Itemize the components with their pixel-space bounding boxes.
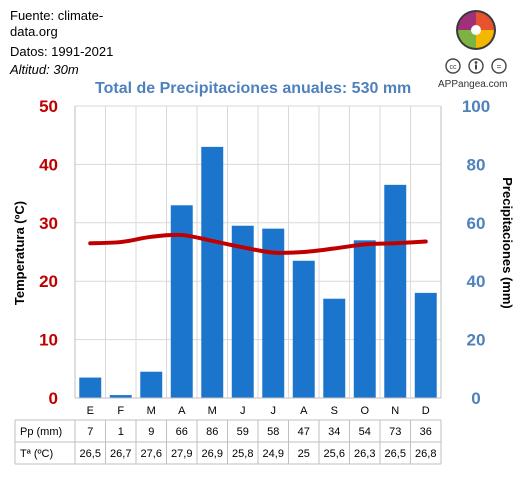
right-tick-label: 0 xyxy=(471,389,480,408)
table-cell: 58 xyxy=(267,426,279,438)
left-tick-label: 0 xyxy=(49,389,58,408)
table-cell: 86 xyxy=(206,426,218,438)
table-cell: 34 xyxy=(328,426,340,438)
right-tick-label: 40 xyxy=(467,272,486,291)
left-tick-label: 50 xyxy=(39,97,58,116)
month-label: J xyxy=(240,405,246,417)
table-cell: 25 xyxy=(298,448,310,460)
month-label: A xyxy=(300,405,308,417)
month-label: E xyxy=(87,405,94,417)
table-cell: 25,6 xyxy=(324,448,345,460)
table-cell: 26,9 xyxy=(202,448,223,460)
precip-bar xyxy=(384,184,407,398)
table-cell: 26,3 xyxy=(354,448,375,460)
table-cell: 7 xyxy=(87,426,93,438)
precip-bar xyxy=(353,240,376,398)
brand-label: APPangea.com xyxy=(438,79,508,90)
month-label: O xyxy=(360,405,369,417)
table-cell: 73 xyxy=(389,426,401,438)
month-label: N xyxy=(391,405,399,417)
month-label: F xyxy=(117,405,124,417)
precip-bar xyxy=(292,260,315,398)
left-tick-label: 10 xyxy=(39,331,58,350)
table-cell: 26,5 xyxy=(385,448,406,460)
month-label: M xyxy=(147,405,156,417)
altitude-label: Altitud: 30m xyxy=(10,62,79,77)
precip-bar xyxy=(262,228,285,398)
table-cell: 24,9 xyxy=(263,448,284,460)
left-tick-label: 40 xyxy=(39,155,58,174)
svg-text:cc: cc xyxy=(450,64,458,71)
table-cell: 9 xyxy=(148,426,154,438)
table-row-label: Tª (ºC) xyxy=(20,448,53,460)
data-period-label: Datos: 1991-2021 xyxy=(10,44,114,59)
precip-bar xyxy=(109,395,132,398)
table-cell: 27,6 xyxy=(141,448,162,460)
table-cell: 25,8 xyxy=(232,448,253,460)
table-cell: 1 xyxy=(118,426,124,438)
table-cell: 36 xyxy=(420,426,432,438)
month-label: J xyxy=(271,405,277,417)
table-cell: 26,8 xyxy=(415,448,436,460)
right-tick-label: 100 xyxy=(462,97,490,116)
precip-bar xyxy=(231,225,254,398)
table-cell: 47 xyxy=(298,426,310,438)
table-cell: 54 xyxy=(359,426,371,438)
precip-bar xyxy=(323,298,346,398)
left-tick-label: 30 xyxy=(39,214,58,233)
right-tick-label: 20 xyxy=(467,331,486,350)
temperature-line xyxy=(88,232,428,255)
month-label: A xyxy=(178,405,186,417)
table-cell: 27,9 xyxy=(171,448,192,460)
svg-text:=: = xyxy=(497,62,502,71)
left-axis-title: Temperatura (ºC) xyxy=(12,201,27,305)
month-label: S xyxy=(331,405,338,417)
month-label: M xyxy=(208,405,217,417)
left-tick-label: 20 xyxy=(39,272,58,291)
precip-bar xyxy=(79,377,102,398)
right-tick-label: 60 xyxy=(467,214,486,233)
precip-bar xyxy=(140,371,163,398)
table-cell: 59 xyxy=(237,426,249,438)
table-row-label: Pp (mm) xyxy=(20,426,62,438)
right-tick-label: 80 xyxy=(467,155,486,174)
table-cell: 66 xyxy=(176,426,188,438)
month-label: D xyxy=(422,405,430,417)
precip-bar xyxy=(201,146,224,398)
right-axis-title: Precipitaciones (mm) xyxy=(500,177,515,309)
precip-bar xyxy=(170,205,193,398)
cc-license-icons: cc = xyxy=(445,58,507,74)
source-label: Fuente: climate-data.org xyxy=(10,8,104,39)
table-cell: 26,7 xyxy=(110,448,131,460)
table-cell: 26,5 xyxy=(80,448,101,460)
appangea-logo xyxy=(456,10,496,50)
chart-title: Total de Precipitaciones anuales: 530 mm xyxy=(95,80,412,97)
precip-bar xyxy=(414,292,437,398)
